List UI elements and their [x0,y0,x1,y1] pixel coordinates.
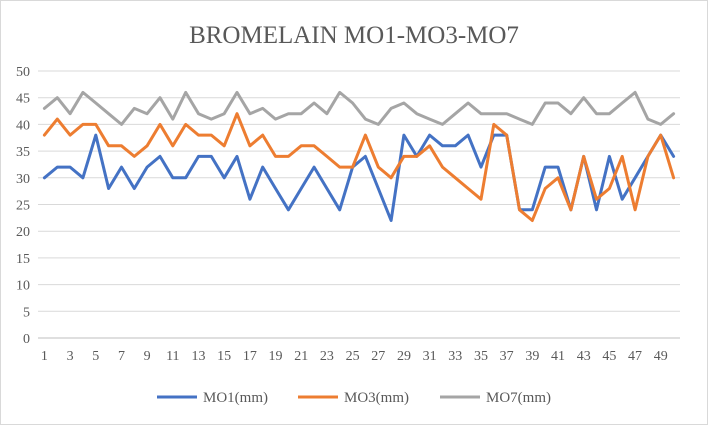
x-tick-label: 33 [448,349,462,364]
y-tick-label: 50 [16,65,30,80]
x-tick-label: 25 [346,349,360,364]
chart-title: BROMELAIN MO1-MO3-MO7 [189,22,519,49]
x-tick-label: 47 [628,349,642,364]
x-tick-label: 29 [397,349,411,364]
y-tick-label: 15 [16,252,30,267]
y-tick-label: 40 [16,118,30,133]
x-tick-label: 43 [577,349,591,364]
x-tick-label: 9 [144,349,151,364]
x-tick-label: 49 [654,349,668,364]
x-tick-label: 27 [371,349,385,364]
x-tick-label: 5 [92,349,99,364]
legend-label: MO3(mm) [344,390,409,406]
x-tick-label: 7 [118,349,125,364]
x-tick-label: 3 [67,349,74,364]
x-tick-label: 41 [551,349,565,364]
y-tick-label: 0 [23,332,30,347]
y-axis-ticks: 0 5 10 15 20 25 30 35 40 45 50 [16,65,30,347]
y-tick-label: 25 [16,199,30,214]
series-line-2 [42,112,676,222]
legend-label: MO7(mm) [486,390,551,406]
y-tick-label: 5 [23,305,30,320]
x-tick-label: 45 [602,349,616,364]
x-tick-label: 35 [474,349,488,364]
x-tick-label: 13 [192,349,206,364]
series-line-3 [42,90,676,126]
x-tick-label: 39 [525,349,539,364]
x-tick-label: 17 [243,349,257,364]
series-lines [42,90,676,222]
y-tick-label: 10 [16,279,30,294]
x-tick-label: 23 [320,349,334,364]
x-tick-label: 19 [269,349,283,364]
y-tick-label: 35 [16,145,30,160]
y-tick-label: 30 [16,172,30,187]
x-tick-label: 11 [166,349,179,364]
x-tick-label: 37 [500,349,514,364]
legend: MO1(mm) MO3(mm) MO7(mm) [157,390,551,406]
x-tick-label: 31 [423,349,437,364]
x-axis-ticks: 1 3 5 7 9 11 13 15 17 19 21 23 25 27 29 31 33 35 37 39 41 43 4… [41,349,668,364]
y-tick-label: 20 [16,225,30,240]
legend-label: MO1(mm) [203,390,268,406]
y-tick-label: 45 [16,92,30,107]
x-tick-label: 21 [294,349,308,364]
x-tick-label: 1 [41,349,48,364]
x-tick-label: 15 [217,349,231,364]
